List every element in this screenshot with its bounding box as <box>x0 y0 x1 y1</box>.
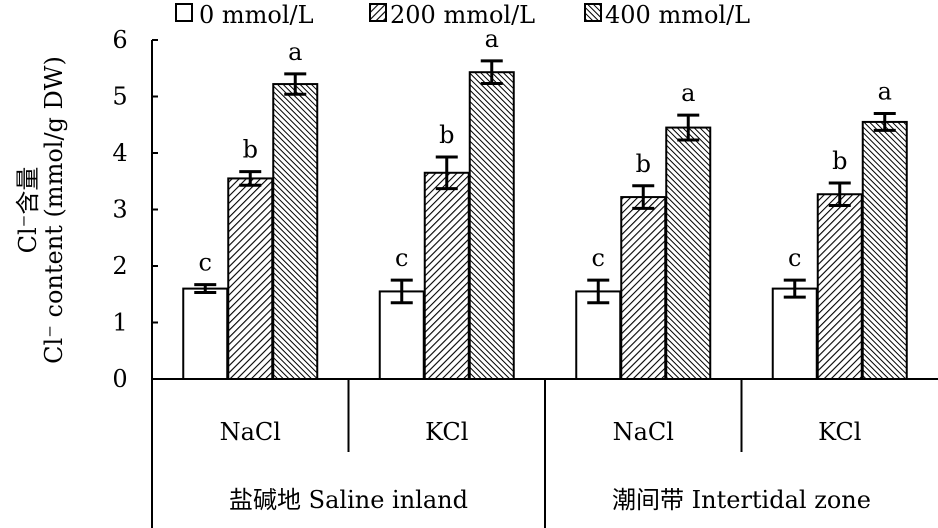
group-labels: 盐碱地 Saline inland 潮间带 Intertidal zone <box>229 486 871 514</box>
bar <box>272 83 319 380</box>
y-axis-title-en: Cl⁻ content (mmol/g DW) <box>40 56 68 364</box>
bar <box>771 287 818 381</box>
bar <box>620 196 667 380</box>
significance-letter: a <box>288 38 302 66</box>
legend-swatch-1 <box>369 3 387 22</box>
group-label: 潮间带 Intertidal zone <box>612 486 871 514</box>
legend-label-1: 200 mmol/L <box>390 1 535 29</box>
category-labels: NaCl KCl NaCl KCl <box>220 418 862 446</box>
y-tick-label: 0 <box>112 365 127 393</box>
bar <box>423 171 470 380</box>
bar <box>665 126 712 380</box>
y-tick-label: 2 <box>112 252 127 280</box>
y-tick-label: 1 <box>112 309 127 337</box>
category-label: NaCl <box>220 418 281 446</box>
bar <box>182 287 229 381</box>
significance-letter: a <box>681 79 695 107</box>
bar <box>378 290 425 380</box>
error-bars <box>194 59 896 305</box>
bar <box>861 120 908 381</box>
legend-label-2: 400 mmol/L <box>605 1 750 29</box>
significance-letter: b <box>243 136 258 164</box>
bar <box>468 71 515 381</box>
y-tick-label: 5 <box>112 83 127 111</box>
bar <box>227 177 274 380</box>
bars <box>182 71 908 381</box>
y-tick-label: 3 <box>112 196 127 224</box>
significance-letters: c b a c b a c b a c b a <box>199 25 892 277</box>
y-axis-title-cn: Cl⁻含量 <box>14 167 42 254</box>
legend: 0 mmol/L 200 mmol/L 400 mmol/L <box>175 1 750 29</box>
category-label: KCl <box>425 418 468 446</box>
y-tick-label: 4 <box>112 139 127 167</box>
significance-letter: c <box>788 244 801 272</box>
group-label: 盐碱地 Saline inland <box>229 486 468 514</box>
significance-letter: a <box>485 25 499 53</box>
legend-swatch-0 <box>175 3 193 22</box>
category-label: NaCl <box>613 418 674 446</box>
y-tick-label: 6 <box>112 26 127 54</box>
significance-letter: c <box>395 244 408 272</box>
significance-letter: a <box>878 77 892 105</box>
significance-letter: b <box>636 150 651 178</box>
significance-letter: b <box>832 147 847 175</box>
significance-letter: c <box>199 249 212 277</box>
legend-swatch-2 <box>584 3 602 22</box>
significance-letter: b <box>439 121 454 149</box>
category-label: KCl <box>818 418 861 446</box>
significance-letter: c <box>592 244 605 272</box>
bar <box>575 290 622 380</box>
legend-label-0: 0 mmol/L <box>199 1 314 29</box>
bar <box>816 193 863 380</box>
